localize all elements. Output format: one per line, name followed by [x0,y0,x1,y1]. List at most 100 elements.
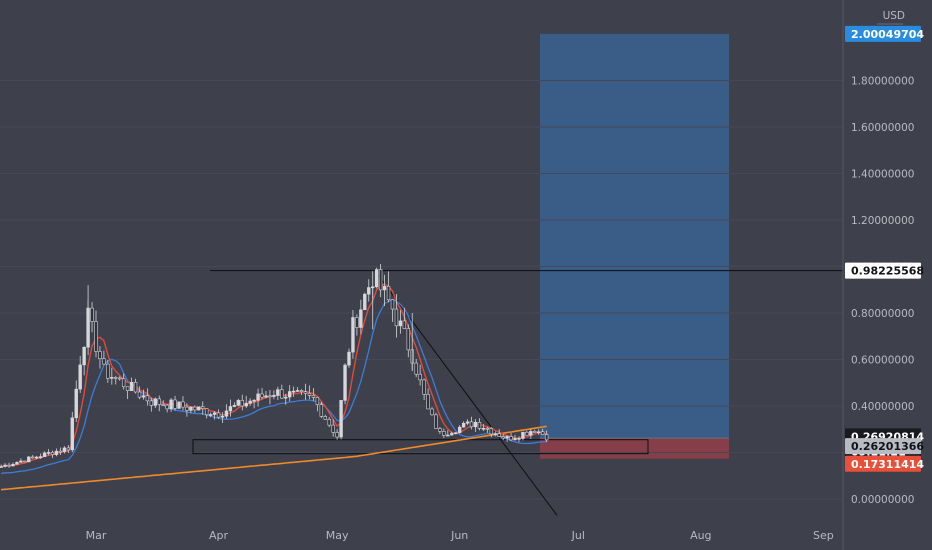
entry-price-label-bg [845,438,921,455]
resistance-price-label-bg [845,262,921,279]
candle-body [161,404,165,406]
currency-label[interactable]: USD [883,10,905,22]
candle-body [418,373,422,381]
candle-body [505,436,509,439]
candle-body [386,285,391,301]
candle-body [497,433,501,437]
candle-body [193,406,197,411]
candle-body [23,460,27,463]
candle-body [529,431,533,436]
candle-body [489,428,493,435]
candle-body [501,436,505,439]
candle-body [517,438,521,440]
candle-body [335,432,339,438]
candle-body [319,404,324,417]
resistance-price-label: 0.98225568 [851,265,924,278]
y-tick-label: 1.40000000 [851,169,914,181]
candle-body [35,456,39,459]
target-price-label-bg [845,25,921,42]
candle-body [378,269,383,291]
candle-body [0,466,3,468]
candle-body [315,397,320,405]
entry-price-label: 0.26201366 [851,440,924,453]
candle-body [129,382,134,391]
candle-body [307,392,312,396]
candle-body [248,400,252,404]
candle-body [252,399,256,402]
candle-body [272,395,276,397]
candle-body [177,401,181,409]
candle-body [31,456,35,459]
candle-body [284,396,288,399]
candle-body [66,447,71,451]
candles [0,263,549,468]
candle-body [287,391,292,398]
candle-body [339,400,343,438]
candle-body [367,287,371,295]
candle-body [438,428,442,432]
candle-body [189,406,193,411]
candle-body [434,414,438,429]
candle-body [228,406,233,412]
candle-body [244,402,248,407]
candle-body [153,398,157,406]
y-tick-label: 0.80000000 [851,308,914,320]
candle-body [42,452,47,457]
candle-body [121,378,126,388]
candle-body [533,431,537,433]
candle-body [157,398,161,405]
candle-body [62,447,67,452]
x-tick-label: Sep [813,529,834,542]
candle-body [201,406,205,409]
candle-body [11,463,15,467]
candle-body [355,317,359,328]
candle-body [540,431,545,435]
candle-body [118,377,122,380]
candle-body [149,400,154,406]
candle-body [450,433,454,436]
position-zones[interactable] [540,33,729,459]
candle-body [169,399,173,410]
stop-price-label-bg [845,455,921,472]
candle-body [311,395,316,398]
candle-body [141,395,146,398]
x-tick-label: Aug [690,529,711,542]
candle-body [264,395,268,398]
candle-body [212,412,217,415]
candle-body [114,377,118,379]
x-tick-label: Jun [450,529,468,542]
candle-body [15,462,19,465]
candle-body [204,408,209,416]
candle-body [295,390,300,392]
candle-body [82,346,86,366]
candle-body [145,395,150,402]
time-axis[interactable]: Mar Apr May Jun Jul Aug Sep [86,529,834,542]
candle-body [509,436,513,441]
candle-body [303,391,308,394]
candle-body [220,415,225,418]
y-tick-label: 0.40000000 [851,401,914,413]
candle-body [208,414,213,416]
candle-body [454,432,458,435]
candle-body [347,351,351,366]
candle-body [137,391,142,398]
candle-body [414,362,418,375]
candle-body [446,434,450,437]
candle-body [256,393,260,401]
candle-body [268,395,272,398]
candle-body [94,321,98,352]
candle-body [90,307,94,322]
ma-blue-line [0,298,547,475]
candle-body [125,386,130,391]
candle-body [3,464,7,467]
candle-body [394,308,399,327]
candle-body [382,285,387,291]
candle-body [106,363,110,379]
candle-body [521,431,525,439]
candle-body [280,389,284,399]
x-tick-label: Apr [209,529,229,542]
candle-body [398,320,403,327]
